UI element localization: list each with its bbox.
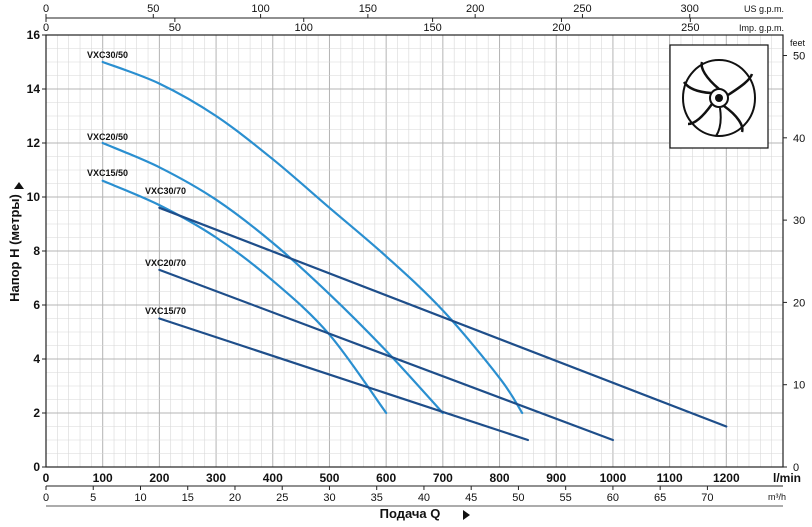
unit-lmin: l/min bbox=[773, 471, 801, 485]
m3h-tick-label: 70 bbox=[701, 492, 713, 504]
y-tick-label: 4 bbox=[33, 352, 40, 366]
impgpm-tick-label: 100 bbox=[295, 22, 313, 34]
m3h-tick-label: 65 bbox=[654, 492, 666, 504]
m3h-tick-label: 30 bbox=[323, 492, 335, 504]
feet-tick-label: 30 bbox=[793, 215, 805, 227]
feet-tick-label: 40 bbox=[793, 133, 805, 145]
lpm-tick-label: 0 bbox=[43, 471, 50, 485]
series-label-vxc15-70: VXC15/70 bbox=[145, 306, 186, 316]
lpm-tick-label: 300 bbox=[206, 471, 226, 485]
lpm-tick-label: 100 bbox=[93, 471, 113, 485]
feet-tick-label: 20 bbox=[793, 297, 805, 309]
series-label-vxc30-70: VXC30/70 bbox=[145, 186, 186, 196]
y-tick-label: 12 bbox=[27, 136, 41, 150]
usgpm-tick-label: 250 bbox=[573, 3, 591, 15]
series-label-vxc20-50: VXC20/50 bbox=[87, 132, 128, 142]
y-tick-label: 14 bbox=[27, 82, 41, 96]
usgpm-tick-label: 100 bbox=[251, 3, 269, 15]
impgpm-tick-label: 150 bbox=[423, 22, 441, 34]
usgpm-tick-label: 50 bbox=[147, 3, 159, 15]
lpm-tick-label: 500 bbox=[319, 471, 339, 485]
m3h-tick-label: 20 bbox=[229, 492, 241, 504]
m3h-tick-label: 25 bbox=[276, 492, 288, 504]
impgpm-tick-label: 200 bbox=[552, 22, 570, 34]
usgpm-tick-label: 150 bbox=[359, 3, 377, 15]
series-label-vxc20-70: VXC20/70 bbox=[145, 258, 186, 268]
series-line-vxc30-50 bbox=[101, 60, 524, 415]
x-axis-arrow-icon bbox=[463, 510, 470, 520]
lpm-tick-label: 1000 bbox=[600, 471, 627, 485]
unit-usgpm: US g.p.m. bbox=[744, 4, 784, 14]
series-line-vxc20-70 bbox=[158, 268, 614, 442]
series-line-vxc20-50 bbox=[101, 141, 444, 415]
y-tick-label: 10 bbox=[27, 190, 41, 204]
unit-impgpm: Imp. g.p.m. bbox=[739, 23, 784, 33]
impgpm-tick-label: 0 bbox=[43, 22, 49, 34]
y-tick-label: 6 bbox=[33, 298, 40, 312]
feet-tick-label: 10 bbox=[793, 380, 805, 392]
y-axis-title: Напор H (метры) bbox=[7, 194, 22, 302]
lpm-tick-label: 400 bbox=[263, 471, 283, 485]
lpm-tick-label: 900 bbox=[546, 471, 566, 485]
usgpm-tick-label: 200 bbox=[466, 3, 484, 15]
lpm-tick-label: 800 bbox=[490, 471, 510, 485]
y-tick-label: 0 bbox=[33, 460, 40, 474]
lpm-tick-label: 1200 bbox=[713, 471, 740, 485]
lpm-tick-label: 700 bbox=[433, 471, 453, 485]
x-axis-title: Подача Q bbox=[380, 506, 441, 521]
usgpm-tick-label: 300 bbox=[681, 3, 699, 15]
unit-feet: feet bbox=[790, 38, 806, 48]
series-line-vxc15-50 bbox=[101, 179, 388, 415]
usgpm-tick-label: 0 bbox=[43, 3, 49, 15]
impeller-icon bbox=[669, 44, 769, 149]
m3h-tick-label: 15 bbox=[182, 492, 194, 504]
m3h-tick-label: 55 bbox=[560, 492, 572, 504]
lpm-tick-label: 600 bbox=[376, 471, 396, 485]
m3h-tick-label: 35 bbox=[371, 492, 383, 504]
series-label-vxc30-50: VXC30/50 bbox=[87, 50, 128, 60]
y-tick-label: 8 bbox=[33, 244, 40, 258]
y-tick-label: 2 bbox=[33, 406, 40, 420]
unit-m3h: m³/h bbox=[768, 492, 786, 502]
m3h-tick-label: 0 bbox=[43, 492, 49, 504]
series-label-vxc15-50: VXC15/50 bbox=[87, 168, 128, 178]
lpm-tick-label: 1100 bbox=[657, 471, 683, 485]
m3h-tick-label: 10 bbox=[134, 492, 146, 504]
series-layer bbox=[101, 60, 728, 442]
lpm-tick-label: 200 bbox=[149, 471, 169, 485]
m3h-tick-label: 45 bbox=[465, 492, 477, 504]
m3h-tick-label: 5 bbox=[90, 492, 96, 504]
y-tick-label: 16 bbox=[27, 28, 41, 42]
impgpm-tick-label: 50 bbox=[169, 22, 181, 34]
y-axis-arrow-icon bbox=[14, 182, 24, 189]
m3h-tick-label: 40 bbox=[418, 492, 430, 504]
impgpm-tick-label: 250 bbox=[681, 22, 699, 34]
m3h-tick-label: 50 bbox=[512, 492, 524, 504]
feet-tick-label: 50 bbox=[793, 51, 805, 63]
series-line-vxc15-70 bbox=[158, 317, 529, 442]
m3h-tick-label: 60 bbox=[607, 492, 619, 504]
feet-tick-label: 0 bbox=[793, 462, 799, 474]
series-line-vxc30-70 bbox=[158, 206, 728, 428]
